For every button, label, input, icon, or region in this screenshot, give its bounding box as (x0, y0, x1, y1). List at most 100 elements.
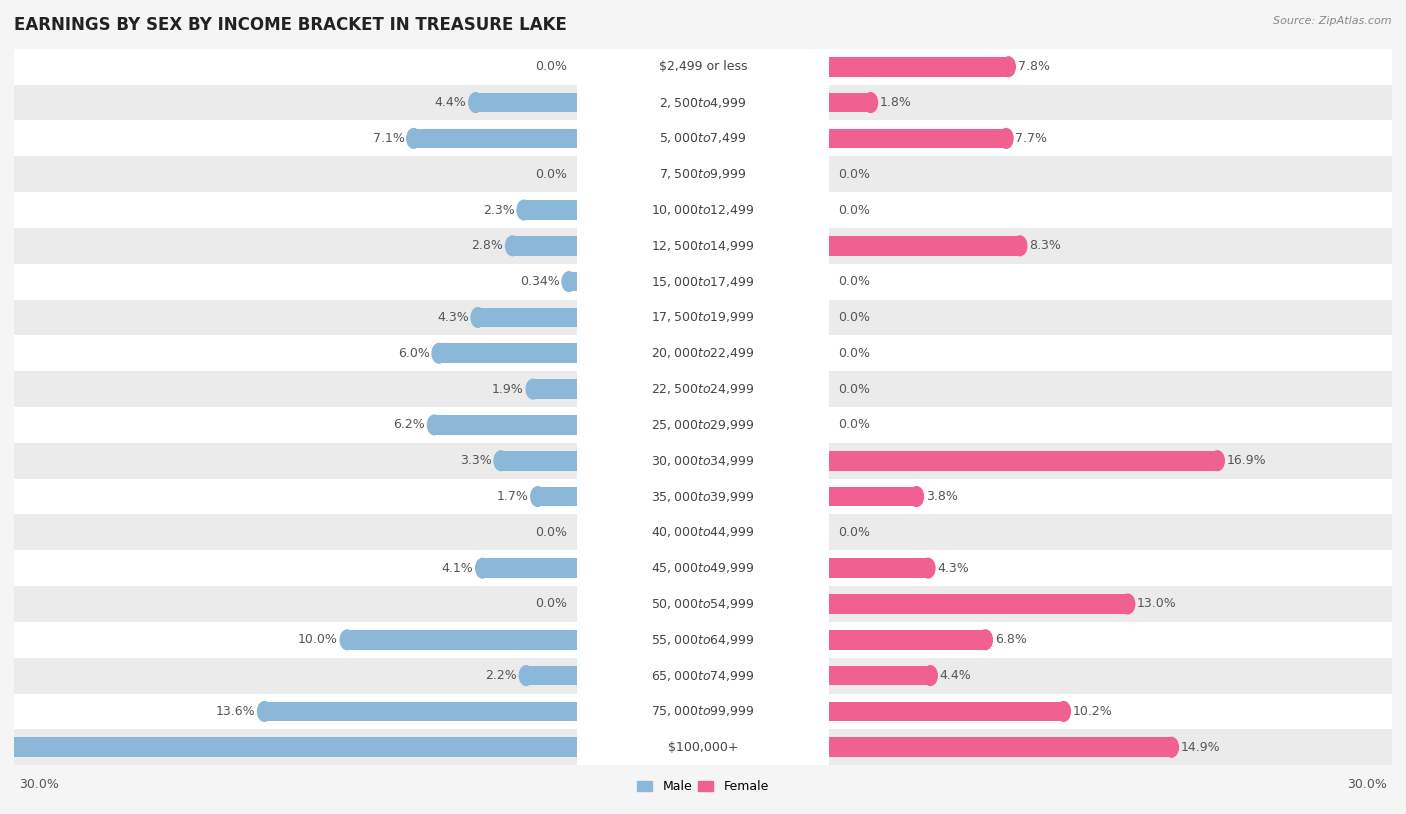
Text: 3.3%: 3.3% (460, 454, 492, 467)
Bar (524, 200, 576, 220)
Ellipse shape (475, 558, 489, 578)
Bar (830, 93, 870, 112)
Text: $55,000 to $64,999: $55,000 to $64,999 (651, 632, 755, 647)
Text: $17,500 to $19,999: $17,500 to $19,999 (651, 310, 755, 325)
Text: 1.8%: 1.8% (880, 96, 911, 109)
Text: 0.0%: 0.0% (536, 168, 568, 181)
Text: 2.3%: 2.3% (482, 204, 515, 217)
Text: 4.3%: 4.3% (938, 562, 969, 575)
Ellipse shape (863, 93, 877, 112)
Bar (14, 729, 1392, 765)
Bar (14, 335, 1392, 371)
Ellipse shape (1121, 594, 1135, 614)
Text: 0.0%: 0.0% (838, 204, 870, 217)
Bar (576, 479, 830, 514)
Bar (830, 737, 1171, 757)
Text: $20,000 to $22,499: $20,000 to $22,499 (651, 346, 755, 361)
Bar (14, 192, 1392, 228)
Ellipse shape (1164, 737, 1178, 757)
Bar (14, 85, 1392, 120)
Ellipse shape (921, 558, 935, 578)
Text: 10.2%: 10.2% (1073, 705, 1112, 718)
Text: $100,000+: $100,000+ (668, 741, 738, 754)
Bar (830, 702, 1063, 721)
Bar (576, 85, 830, 120)
Bar (569, 272, 576, 291)
Text: $22,500 to $24,999: $22,500 to $24,999 (651, 382, 755, 396)
Bar (14, 156, 1392, 192)
Text: $25,000 to $29,999: $25,000 to $29,999 (651, 418, 755, 432)
Text: 14.9%: 14.9% (1181, 741, 1220, 754)
Bar (14, 586, 1392, 622)
Text: 7.8%: 7.8% (1018, 60, 1050, 73)
Text: Source: ZipAtlas.com: Source: ZipAtlas.com (1274, 16, 1392, 26)
Bar (14, 371, 1392, 407)
Text: $5,000 to $7,499: $5,000 to $7,499 (659, 131, 747, 146)
Bar (14, 658, 1392, 694)
Text: $45,000 to $49,999: $45,000 to $49,999 (651, 561, 755, 575)
Text: 0.0%: 0.0% (536, 60, 568, 73)
Bar (14, 443, 1392, 479)
Ellipse shape (432, 344, 446, 363)
Text: 10.0%: 10.0% (298, 633, 337, 646)
Bar (830, 558, 928, 578)
Text: 13.6%: 13.6% (215, 705, 256, 718)
Text: $65,000 to $74,999: $65,000 to $74,999 (651, 668, 755, 683)
Bar (830, 594, 1128, 614)
Bar (576, 228, 830, 264)
Text: 8.3%: 8.3% (1029, 239, 1062, 252)
Text: 16.9%: 16.9% (1226, 454, 1267, 467)
Text: 6.2%: 6.2% (394, 418, 425, 431)
Bar (576, 407, 830, 443)
Bar (14, 49, 1392, 85)
Text: 0.0%: 0.0% (838, 275, 870, 288)
Bar (14, 228, 1392, 264)
Text: 7.7%: 7.7% (1015, 132, 1047, 145)
Ellipse shape (427, 415, 441, 435)
Text: $75,000 to $99,999: $75,000 to $99,999 (651, 704, 755, 719)
Text: 0.34%: 0.34% (520, 275, 560, 288)
Ellipse shape (979, 630, 993, 650)
Bar (413, 129, 576, 148)
Bar (576, 371, 830, 407)
Text: 4.4%: 4.4% (434, 96, 467, 109)
Bar (14, 514, 1392, 550)
Legend: Male, Female: Male, Female (633, 775, 773, 799)
Ellipse shape (519, 666, 533, 685)
Bar (537, 487, 576, 506)
Ellipse shape (910, 487, 924, 506)
Bar (576, 586, 830, 622)
Text: 0.0%: 0.0% (838, 168, 870, 181)
Bar (576, 264, 830, 300)
Text: 4.4%: 4.4% (939, 669, 972, 682)
Text: 0.0%: 0.0% (536, 526, 568, 539)
Ellipse shape (1012, 236, 1026, 256)
Bar (830, 487, 917, 506)
Text: 3.8%: 3.8% (925, 490, 957, 503)
Bar (576, 156, 830, 192)
Bar (14, 550, 1392, 586)
Text: 1.9%: 1.9% (492, 383, 524, 396)
Bar (347, 630, 576, 650)
Bar (830, 57, 1008, 77)
Bar (576, 335, 830, 371)
Text: 6.0%: 6.0% (398, 347, 430, 360)
Text: $30,000 to $34,999: $30,000 to $34,999 (651, 453, 755, 468)
Bar (482, 558, 576, 578)
Text: 6.8%: 6.8% (994, 633, 1026, 646)
Ellipse shape (1211, 451, 1225, 470)
Ellipse shape (340, 630, 354, 650)
Text: $15,000 to $17,499: $15,000 to $17,499 (651, 274, 755, 289)
Ellipse shape (924, 666, 938, 685)
Bar (512, 236, 576, 256)
Ellipse shape (562, 272, 576, 291)
Bar (14, 264, 1392, 300)
Text: EARNINGS BY SEX BY INCOME BRACKET IN TREASURE LAKE: EARNINGS BY SEX BY INCOME BRACKET IN TRE… (14, 16, 567, 34)
Ellipse shape (517, 200, 531, 220)
Bar (576, 120, 830, 156)
Bar (533, 379, 576, 399)
Bar (0, 737, 576, 757)
Ellipse shape (468, 93, 482, 112)
Bar (14, 694, 1392, 729)
Text: 0.0%: 0.0% (838, 418, 870, 431)
